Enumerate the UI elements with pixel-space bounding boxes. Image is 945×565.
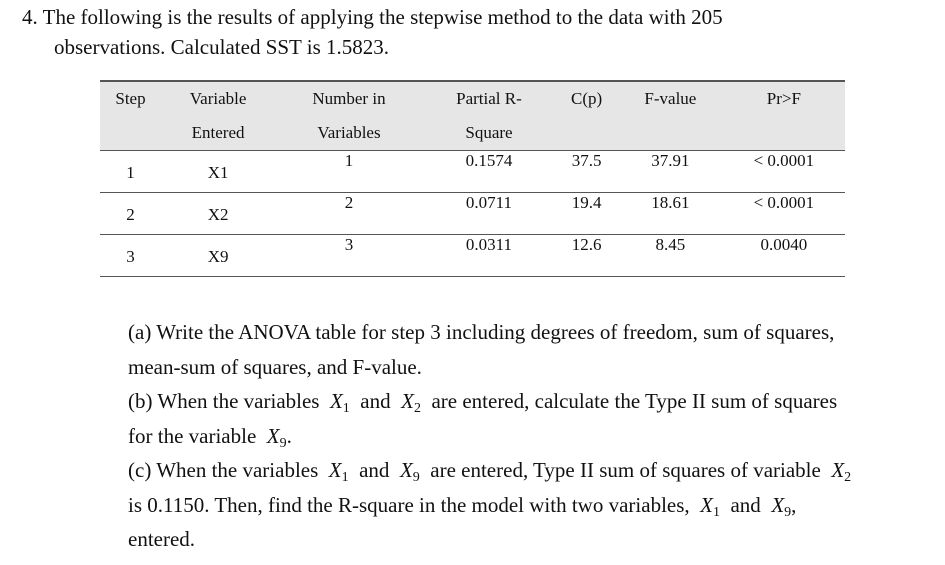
table-row: 3 X9 3 0.0311 12.6 8.45 0.0040 xyxy=(100,235,845,277)
table-cell: 1 xyxy=(344,151,354,170)
part-b: (b) When the variables X1 and X2 are ent… xyxy=(128,389,838,416)
table-cell: X9 xyxy=(207,247,229,266)
question-text: The following is the results of applying… xyxy=(42,5,723,29)
header-text xyxy=(100,116,161,150)
header-text: Number in xyxy=(312,89,386,108)
part-c-cont: is 0.1150. Then, find the R-square in th… xyxy=(128,492,797,520)
table-cell: 37.91 xyxy=(651,151,690,170)
column-header: Step xyxy=(100,81,161,151)
table-cell: 19.4 xyxy=(571,193,602,212)
header-text: Variable xyxy=(189,89,247,108)
part-b-cont: for the variable X9. xyxy=(128,423,292,451)
table-cell: X2 xyxy=(207,205,229,224)
table-cell: 0.0311 xyxy=(465,235,513,254)
header-text: Partial R- xyxy=(456,89,522,108)
table-cell: 0.0711 xyxy=(465,193,513,212)
part-c: (c) When the variables X1 and X9 are ent… xyxy=(128,458,852,485)
table-cell: X1 xyxy=(207,163,229,182)
column-header: C(p) xyxy=(555,81,618,151)
table-row: 2 X2 2 0.0711 19.4 18.61 < 0.0001 xyxy=(100,193,845,235)
table-cell: 0.0040 xyxy=(760,235,808,254)
table-cell: 1 xyxy=(126,163,135,182)
table-cell: 18.61 xyxy=(651,193,690,212)
question-text-2: observations. Calculated SST is 1.5823. xyxy=(54,35,390,59)
column-header: Number in Variables xyxy=(275,81,423,151)
table-cell: 0.1574 xyxy=(465,151,513,170)
table-cell: < 0.0001 xyxy=(753,151,815,170)
table-cell: 3 xyxy=(126,247,135,266)
table-cell: 12.6 xyxy=(571,235,602,254)
header-text xyxy=(555,116,618,150)
sub-questions: (a) Write the ANOVA table for step 3 inc… xyxy=(128,315,928,557)
table-cell: 2 xyxy=(126,205,135,224)
part-a: (a) Write the ANOVA table for step 3 inc… xyxy=(128,320,835,344)
header-text: Step xyxy=(115,89,146,108)
part-c-cont-2: entered. xyxy=(128,527,196,551)
table-cell: 8.45 xyxy=(655,235,686,254)
table-cell: 3 xyxy=(344,235,354,254)
header-text: F-value xyxy=(644,89,697,108)
header-text xyxy=(723,116,845,150)
header-text: Square xyxy=(465,123,513,142)
stepwise-table: Step Variable Entered Number in Variables Par… xyxy=(100,80,845,277)
part-a-cont: mean-sum of squares, and F-value. xyxy=(128,354,422,379)
question-number: 4. xyxy=(22,5,38,29)
header-text: Variables xyxy=(317,123,381,142)
column-header: Pr>F xyxy=(723,81,845,151)
header-text: Entered xyxy=(191,123,245,142)
column-header: Partial R- Square xyxy=(423,81,555,151)
column-header: F-value xyxy=(618,81,723,151)
header-text: C(p) xyxy=(571,89,603,108)
header-text xyxy=(618,116,723,150)
table-row: 1 X1 1 0.1574 37.5 37.91 < 0.0001 xyxy=(100,151,845,193)
header-text: Pr>F xyxy=(766,89,801,108)
question-header: 4. The following is the results of apply… xyxy=(22,2,922,62)
table-cell: 2 xyxy=(344,193,354,212)
table-cell: < 0.0001 xyxy=(753,193,815,212)
column-header: Variable Entered xyxy=(161,81,275,151)
table-cell: 37.5 xyxy=(571,151,602,170)
